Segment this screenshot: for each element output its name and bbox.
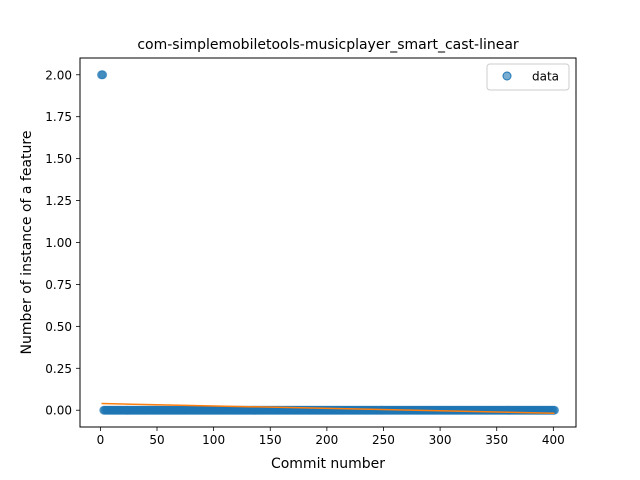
x-tick-label: 150 — [259, 433, 282, 447]
y-tick-label: 1.75 — [45, 110, 72, 124]
y-tick-label: 0.75 — [45, 278, 72, 292]
legend-marker-data — [502, 71, 512, 81]
fit-line — [101, 402, 555, 414]
y-tick-label: 0.00 — [45, 404, 72, 418]
x-tick-label: 400 — [542, 433, 565, 447]
data-point — [98, 70, 108, 80]
plot-frame — [79, 57, 577, 428]
y-tick-label: 1.00 — [45, 236, 72, 250]
y-tick-label: 0.50 — [45, 320, 72, 334]
legend: data — [486, 63, 570, 91]
x-tick-label: 50 — [149, 433, 164, 447]
x-tick-label: 0 — [97, 433, 105, 447]
x-tick-label: 350 — [485, 433, 508, 447]
y-tick-label: 1.50 — [45, 152, 72, 166]
legend-box — [486, 63, 570, 91]
x-tick-label: 300 — [429, 433, 452, 447]
x-tick-label: 100 — [202, 433, 225, 447]
x-tick-label: 200 — [315, 433, 338, 447]
data-point — [549, 405, 559, 415]
y-axis-label: Number of instance of a feature — [19, 131, 35, 355]
x-axis-label: Commit number — [271, 456, 385, 472]
y-tick-label: 2.00 — [45, 68, 72, 82]
y-tick-label: 1.25 — [45, 194, 72, 208]
x-tick-label: 250 — [372, 433, 395, 447]
legend-label-data: data — [532, 70, 559, 84]
chart-title: com-simplemobiletools-musicplayer_smart_… — [137, 37, 519, 53]
y-tick-label: 0.25 — [45, 362, 72, 376]
